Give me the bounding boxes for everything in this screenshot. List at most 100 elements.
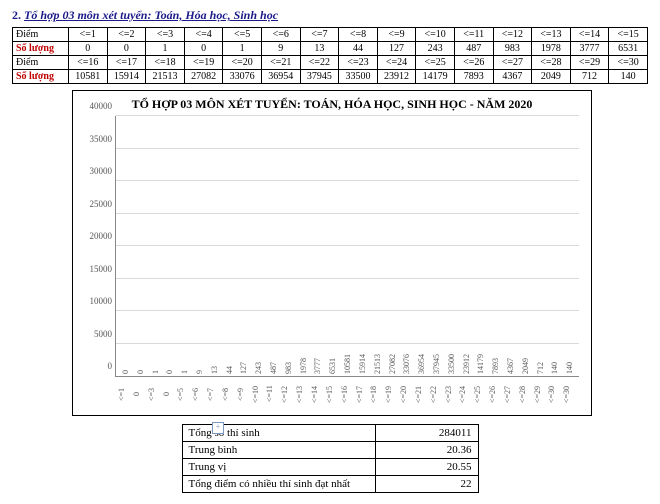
table-cell: 27082: [184, 70, 223, 84]
summary-key: Tổng điểm có nhiều thí sinh đạt nhất: [182, 476, 375, 493]
bar-value-label: 0: [165, 370, 174, 374]
x-tick-label: <=26: [488, 377, 503, 411]
table-cell: 3777: [570, 42, 609, 56]
bar-value-label: 27082: [388, 354, 397, 374]
bar-value-label: 1978: [299, 358, 308, 374]
table-cell: 1: [223, 42, 262, 56]
expand-handle-icon[interactable]: +: [212, 422, 224, 434]
bar-slot: 2049: [518, 358, 533, 376]
bar-slot: 33500: [444, 354, 459, 376]
y-tick-label: 5000: [80, 329, 112, 339]
bar-slot: 140: [548, 362, 563, 376]
x-tick-label: <=29: [533, 377, 548, 411]
x-tick-label: <=10: [251, 377, 266, 411]
table-cell: 0: [107, 42, 146, 56]
x-tick-label: 0: [162, 377, 177, 411]
table-cell: <=6: [261, 28, 300, 42]
bar-slot: 14179: [474, 354, 489, 376]
bar-value-label: 2049: [521, 358, 530, 374]
table-cell: 487: [454, 42, 493, 56]
table-cell: <=4: [184, 28, 223, 42]
table-cell: <=15: [609, 28, 648, 42]
score-table: Điểm<=1<=2<=3<=4<=5<=6<=7<=8<=9<=10<=11<…: [12, 27, 648, 84]
table-cell: <=19: [184, 56, 223, 70]
bar-value-label: 10581: [343, 354, 352, 374]
table-cell: <=14: [570, 28, 609, 42]
table-cell: 1978: [532, 42, 571, 56]
table-cell: 1: [146, 42, 185, 56]
table-cell: <=21: [261, 56, 300, 70]
table-cell: 6531: [609, 42, 648, 56]
bar-slot: 1: [177, 370, 192, 376]
bar-slot: 21513: [370, 354, 385, 376]
table-cell: 13: [300, 42, 339, 56]
bar-slot: 1978: [296, 358, 311, 376]
table-cell: 23912: [377, 70, 416, 84]
bar-slot: 243: [251, 362, 266, 376]
bar-slot: 27082: [385, 354, 400, 376]
table-cell: <=23: [339, 56, 378, 70]
table-row-label: Số lượng: [13, 70, 69, 84]
x-tick-label: <=11: [265, 377, 280, 411]
table-cell: 9: [261, 42, 300, 56]
bar-slot: 487: [266, 362, 281, 376]
table-cell: 33500: [339, 70, 378, 84]
table-cell: <=16: [69, 56, 108, 70]
bar-slot: 7893: [488, 358, 503, 376]
bar-value-label: 44: [225, 366, 234, 374]
table-cell: <=8: [339, 28, 378, 42]
bar-value-label: 243: [254, 362, 263, 374]
bar-value-label: 14179: [476, 354, 485, 374]
x-tick-label: <=16: [340, 377, 355, 411]
table-row-label: Điểm: [13, 28, 69, 42]
summary-key: Trung bình: [182, 442, 375, 459]
summary-section: + Tổng số thí sinh284011Trung bình20.36T…: [12, 424, 648, 493]
x-tick-label: <=1: [117, 377, 132, 411]
table-cell: 712: [570, 70, 609, 84]
summary-table: Tổng số thí sinh284011Trung bình20.36Tru…: [182, 424, 479, 493]
y-tick-label: 20000: [80, 231, 112, 241]
table-cell: <=30: [609, 56, 648, 70]
bar-value-label: 9: [195, 370, 204, 374]
chart-container: TỔ HỢP 03 MÔN XÉT TUYỂN: TOÁN, HÓA HỌC, …: [72, 90, 592, 416]
table-cell: <=13: [532, 28, 571, 42]
bar-slot: 10581: [340, 354, 355, 376]
y-tick-label: 15000: [80, 264, 112, 274]
table-cell: 2049: [532, 70, 571, 84]
bar-value-label: 1: [151, 370, 160, 374]
heading-number: 2.: [12, 8, 21, 22]
table-cell: <=10: [416, 28, 455, 42]
table-cell: <=25: [416, 56, 455, 70]
table-cell: 33076: [223, 70, 262, 84]
table-row-label: Số lượng: [13, 42, 69, 56]
x-tick-label: <=14: [310, 377, 325, 411]
bar-value-label: 13: [210, 366, 219, 374]
bar-value-label: 15914: [358, 354, 367, 374]
summary-value: 284011: [375, 425, 478, 442]
bar-value-label: 4367: [506, 358, 515, 374]
bar-slot: 140: [562, 362, 577, 376]
x-tick-label: <=20: [399, 377, 414, 411]
x-tick-label: <=18: [369, 377, 384, 411]
bar-value-label: 6531: [328, 358, 337, 374]
bar-slot: 36954: [414, 354, 429, 376]
x-tick-label: <=30: [562, 377, 577, 411]
bar-value-label: 487: [269, 362, 278, 374]
x-tick-label: <=27: [503, 377, 518, 411]
table-cell: <=27: [493, 56, 532, 70]
table-cell: 243: [416, 42, 455, 56]
bar-slot: 1: [148, 370, 163, 376]
table-cell: <=11: [454, 28, 493, 42]
bar-value-label: 712: [536, 362, 545, 374]
table-cell: <=24: [377, 56, 416, 70]
bar-slot: 23912: [459, 354, 474, 376]
y-tick-label: 35000: [80, 134, 112, 144]
bar-value-label: 0: [121, 370, 130, 374]
bar-slot: 9: [192, 370, 207, 376]
section-heading: 2. Tổ hợp 03 môn xét tuyển: Toán, Hóa họ…: [12, 8, 648, 23]
table-cell: 127: [377, 42, 416, 56]
bar-slot: 37945: [429, 354, 444, 376]
chart-bars: 0010191344127243487983197837776531105811…: [116, 116, 579, 376]
summary-key: Tổng số thí sinh: [182, 425, 375, 442]
bar-value-label: 21513: [373, 354, 382, 374]
